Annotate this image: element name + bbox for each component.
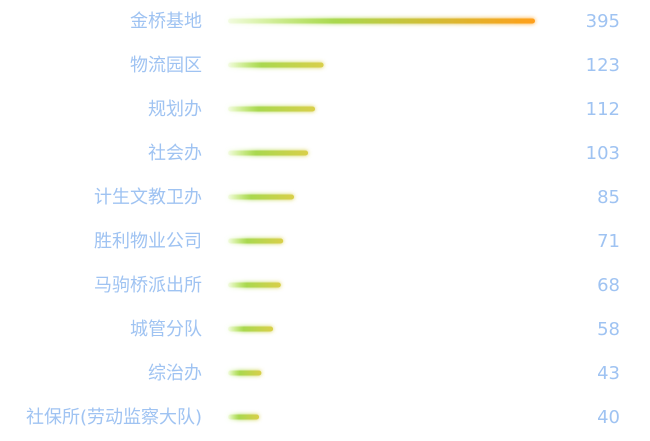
bar [228, 194, 295, 200]
value-label: 85 [597, 187, 620, 208]
category-label: 城管分队 [130, 319, 202, 340]
category-label: 规划办 [148, 99, 202, 120]
bar [228, 18, 535, 24]
value-label: 103 [586, 143, 620, 164]
category-label: 金桥基地 [130, 11, 202, 32]
value-label: 71 [597, 231, 620, 252]
bar [228, 62, 324, 68]
category-label: 物流园区 [130, 55, 202, 76]
value-label: 40 [597, 407, 620, 428]
bar [228, 370, 262, 376]
bar [228, 106, 316, 112]
bar [228, 326, 274, 332]
category-label: 胜利物业公司 [94, 231, 202, 252]
value-labels: 395 123 112 103 85 71 68 58 43 40 [586, 11, 620, 428]
value-label: 395 [586, 11, 620, 32]
bar [228, 238, 284, 244]
category-label: 马驹桥派出所 [94, 275, 202, 296]
bar [228, 414, 260, 420]
category-labels: 金桥基地物流园区规划办社会办计生文教卫办胜利物业公司马驹桥派出所城管分队综治办社… [26, 11, 202, 428]
bar [228, 150, 309, 156]
value-label: 123 [586, 55, 620, 76]
value-label: 112 [586, 99, 620, 120]
value-label: 58 [597, 319, 620, 340]
category-label: 计生文教卫办 [94, 187, 202, 208]
category-label: 社保所(劳动监察大队) [26, 407, 202, 428]
bar [228, 282, 281, 288]
value-label: 68 [597, 275, 620, 296]
category-label: 综治办 [148, 363, 202, 384]
value-label: 43 [597, 363, 620, 384]
bars-group [228, 18, 535, 420]
category-label: 社会办 [148, 143, 202, 164]
